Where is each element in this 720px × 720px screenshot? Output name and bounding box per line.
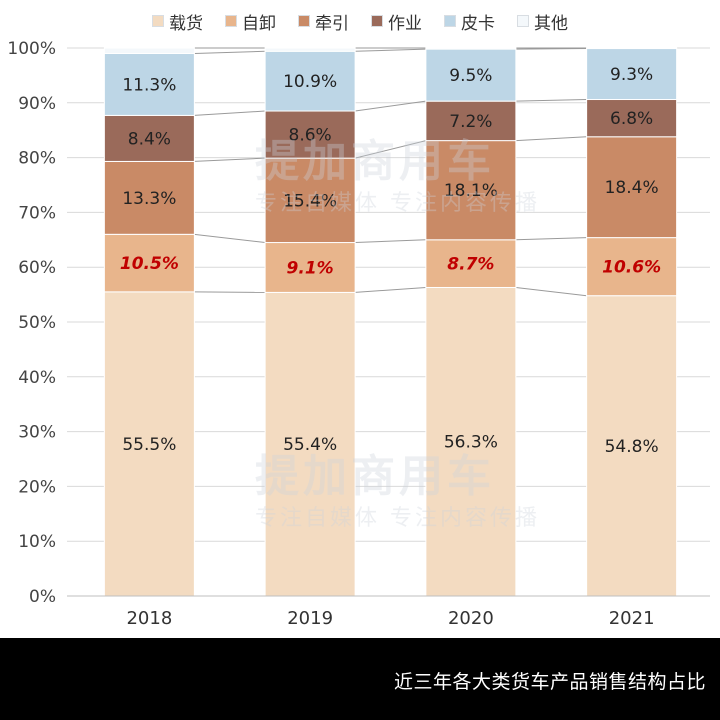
legend-label: 自卸 — [242, 13, 276, 34]
legend-item: 牵引 — [298, 9, 349, 34]
data-label: 55.4% — [283, 435, 337, 455]
bar-segment — [103, 47, 195, 54]
legend-label: 牵引 — [315, 13, 349, 34]
y-tick-label: 40% — [18, 368, 56, 388]
legend-swatch — [371, 15, 383, 27]
y-tick-label: 10% — [18, 532, 56, 552]
bar-segment — [586, 295, 678, 597]
y-tick-label: 90% — [18, 94, 56, 114]
legend-label: 其他 — [534, 13, 568, 34]
data-label: 18.1% — [444, 181, 498, 201]
bar-segment — [264, 291, 356, 597]
bar-segment — [425, 48, 517, 102]
bar-segment — [586, 47, 678, 50]
data-label: 56.3% — [444, 433, 498, 453]
legend-swatch — [152, 15, 164, 27]
legend-swatch — [298, 15, 310, 27]
bar-segment — [264, 110, 356, 159]
data-label: 9.5% — [449, 66, 492, 86]
series-connector-line — [194, 50, 266, 54]
bar-segment — [103, 160, 195, 235]
data-label: 15.4% — [283, 191, 337, 211]
data-label: 54.8% — [605, 437, 659, 457]
y-tick-label: 60% — [18, 258, 56, 278]
x-tick-label: 2021 — [609, 608, 655, 629]
bar-segment — [264, 47, 356, 52]
data-label: 8.6% — [289, 126, 332, 146]
legend-swatch — [444, 15, 456, 27]
legend-swatch — [225, 15, 237, 27]
series-connector-line — [355, 48, 426, 52]
bar-segment — [425, 286, 517, 597]
legend-item: 皮卡 — [444, 9, 495, 34]
data-label: 11.3% — [122, 75, 176, 95]
series-connector-line — [194, 233, 266, 244]
bar-segment — [103, 233, 195, 293]
data-label: 10.9% — [283, 72, 337, 92]
x-tick-label: 2018 — [126, 608, 172, 629]
data-label: 10.6% — [602, 258, 661, 278]
legend-label: 皮卡 — [461, 13, 495, 34]
footer-bar: 近三年各大类货车产品销售结构占比 — [0, 638, 720, 720]
x-tick-label: 2019 — [287, 608, 333, 629]
series-connector-line — [355, 140, 426, 159]
series-connector-line — [194, 110, 266, 116]
data-label: 8.4% — [128, 129, 171, 149]
chart-caption: 近三年各大类货车产品销售结构占比 — [393, 671, 706, 693]
chart-legend: 载货 自卸 牵引 作业 皮卡 其他 — [0, 8, 720, 34]
series-connector-line — [355, 239, 426, 244]
series-connector-line — [355, 286, 426, 293]
data-label: 10.5% — [120, 254, 179, 274]
bar-segment — [264, 242, 356, 293]
stacked-bar-chart: 0% 10% 20% 30% 40% 50% 60% 70% 80% 90% 100% 55.5% 10… — [7, 39, 710, 629]
y-tick-label: 50% — [18, 313, 56, 333]
series-connector-line — [194, 291, 266, 293]
series-connector-line — [355, 100, 426, 112]
series-connector-line — [515, 136, 587, 142]
legend-item: 其他 — [517, 9, 568, 34]
bar-segment — [586, 136, 678, 239]
series-connector-line — [515, 237, 587, 241]
data-label: 18.4% — [605, 178, 659, 198]
legend-swatch — [517, 15, 529, 27]
data-label: 9.1% — [287, 258, 334, 278]
y-tick-label: 70% — [18, 203, 56, 223]
series-connector-line — [515, 99, 587, 102]
y-tick-label: 100% — [7, 39, 56, 59]
legend-item: 自卸 — [225, 9, 276, 34]
bar-segment — [425, 140, 517, 241]
data-label: 13.3% — [122, 189, 176, 209]
bar-segment — [264, 50, 356, 112]
legend-label: 载货 — [169, 13, 203, 34]
data-label: 8.7% — [447, 255, 494, 275]
bar-segment — [103, 114, 195, 162]
x-tick-label: 2020 — [448, 608, 494, 629]
series-connector-line — [515, 286, 587, 297]
bar-segment — [264, 157, 356, 244]
series-connector-line — [515, 48, 587, 50]
y-tick-label: 30% — [18, 423, 56, 443]
y-tick-label: 80% — [18, 149, 56, 169]
data-label: 55.5% — [122, 435, 176, 455]
series-connector-line — [194, 157, 266, 162]
y-tick-label: 0% — [29, 587, 56, 607]
bar-segment — [425, 47, 517, 50]
bar-segment — [425, 239, 517, 288]
data-label: 6.8% — [610, 109, 653, 129]
data-label: 7.2% — [449, 112, 492, 132]
data-label: 9.3% — [610, 65, 653, 85]
legend-item: 载货 — [152, 9, 203, 34]
bar-segment — [586, 237, 678, 297]
y-tick-label: 20% — [18, 477, 56, 497]
bar-segment — [586, 99, 678, 138]
legend-item: 作业 — [371, 9, 422, 34]
legend-label: 作业 — [388, 13, 422, 34]
